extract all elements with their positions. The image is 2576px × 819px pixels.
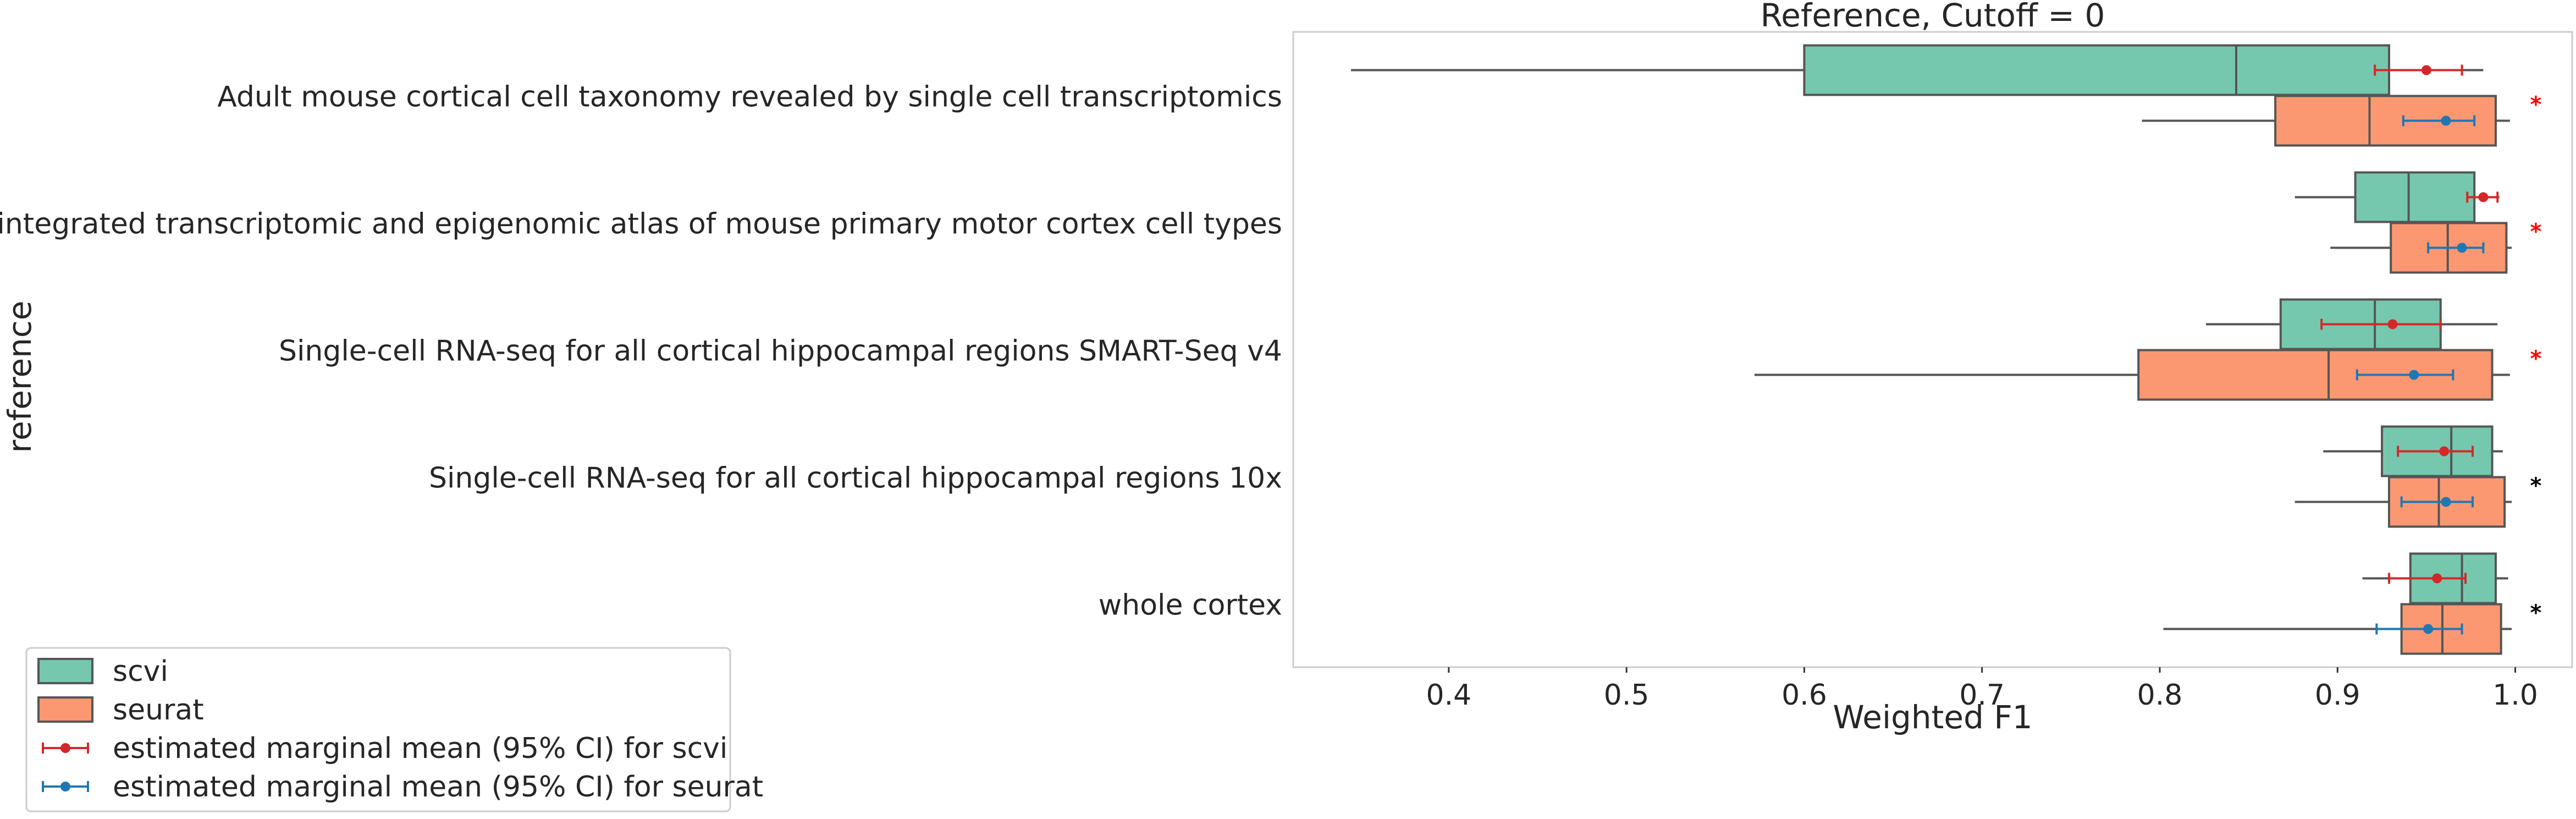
significance-marker: *	[2530, 92, 2542, 118]
box-scvi	[1351, 44, 2484, 96]
marginal-mean-seurat	[2400, 496, 2474, 508]
plot-area: * * * * *	[1292, 31, 2573, 668]
box-seurat	[2330, 222, 2512, 274]
y-tick-label: Adult mouse cortical cell taxonomy revea…	[217, 81, 1282, 114]
legend-entry: seurat	[37, 694, 204, 727]
box-iqr	[2354, 171, 2476, 223]
x-tick-label: 0.7	[1959, 679, 2005, 712]
legend-frame	[25, 647, 731, 812]
mean-point	[2439, 446, 2450, 457]
marginal-mean-seurat	[2402, 115, 2476, 127]
significance-marker: *	[2530, 219, 2542, 245]
mean-point	[2409, 370, 2419, 380]
legend-marker	[60, 743, 70, 753]
y-tick-label: Single-cell RNA-seq for all cortical hip…	[279, 335, 1282, 368]
marginal-mean-scvi	[2320, 318, 2442, 330]
marginal-mean-scvi	[2466, 191, 2499, 203]
legend-marker	[60, 782, 70, 791]
significance-marker: *	[2530, 601, 2542, 626]
x-axis: 0.4 0.5 0.6 0.7 0.8 0.9 1.0	[1426, 667, 2538, 712]
marginal-mean-seurat	[2356, 369, 2454, 381]
significance-marker: *	[2530, 474, 2542, 499]
y-tick-label: Single-cell RNA-seq for all cortical hip…	[429, 462, 1282, 495]
significance-marker: *	[2530, 347, 2542, 372]
legend-entry: scvi	[37, 655, 168, 688]
x-tick-label: 0.8	[2137, 679, 2183, 712]
legend-label: estimated marginal mean (95% CI) for seu…	[113, 771, 763, 804]
plot-frame	[1292, 31, 2573, 668]
x-tick-label: 0.9	[2315, 679, 2360, 712]
marginal-mean-scvi	[2374, 64, 2463, 76]
mean-point	[2432, 573, 2442, 584]
mean-point	[2441, 116, 2451, 126]
legend-label: scvi	[113, 655, 168, 688]
legend-label: estimated marginal mean (95% CI) for scv…	[113, 732, 727, 765]
mean-point	[2478, 192, 2489, 202]
mean-point	[2421, 65, 2431, 75]
marginal-mean-scvi	[2397, 446, 2474, 457]
mean-point	[2441, 497, 2451, 507]
y-tick-label: whole cortex	[1099, 589, 1282, 622]
marginal-mean-scvi	[2388, 573, 2467, 584]
legend-label: seurat	[113, 694, 204, 727]
legend-swatch	[37, 658, 93, 684]
mean-point	[2457, 243, 2467, 253]
legend-entry: estimated marginal mean (95% CI) for seu…	[42, 771, 763, 804]
legend-swatch	[37, 696, 93, 723]
legend: scvi seurat estimated marginal mean (95% C…	[25, 647, 763, 812]
y-tick-label: An integrated transcriptomic and epigeno…	[0, 208, 1282, 241]
y-category-labels: Adult mouse cortical cell taxonomy revea…	[0, 81, 1282, 622]
mean-point	[2387, 319, 2398, 329]
mean-point	[2423, 624, 2434, 634]
y-axis-label: reference	[1, 301, 38, 453]
x-tick-label: 1.0	[2492, 679, 2538, 712]
chart-title: Reference, Cutoff = 0	[1761, 0, 2105, 34]
x-axis-label: Weighted F1	[1833, 699, 2032, 736]
legend-entry: estimated marginal mean (95% CI) for scv…	[42, 732, 727, 765]
box-scvi	[2294, 171, 2500, 223]
marginal-mean-seurat	[2375, 623, 2463, 635]
x-tick-label: 0.5	[1604, 679, 1650, 712]
marginal-mean-seurat	[2427, 242, 2485, 254]
x-tick-label: 0.4	[1426, 679, 1472, 712]
box-iqr	[1803, 44, 2391, 96]
x-tick-label: 0.6	[1781, 679, 1827, 712]
